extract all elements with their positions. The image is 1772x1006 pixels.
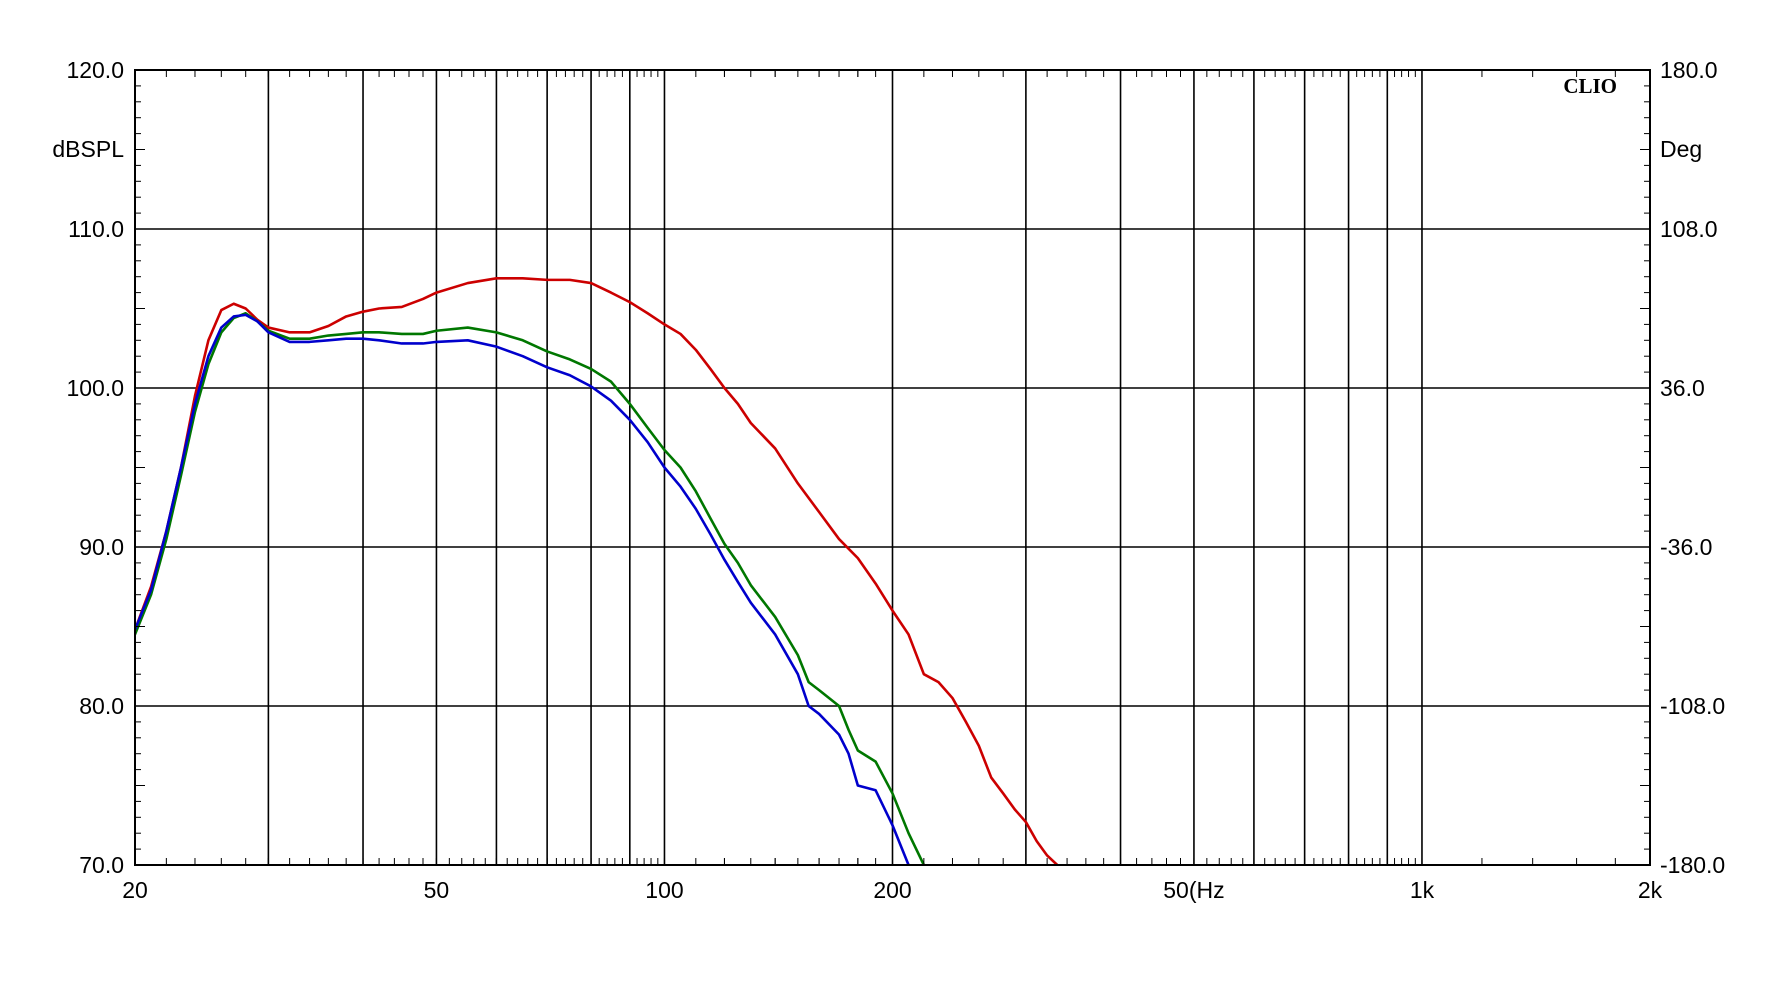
tick-layer: 70.0 80.0 90.0 100.0 110.0 120.0 -180.0 -108.0 -… [66,57,1725,903]
series-layer [135,276,1059,865]
y-tick-label: 70.0 [79,852,124,878]
y-tick-label: 80.0 [79,693,124,719]
series-line-2 [135,311,926,865]
y-axis-label: dBSPL [52,136,124,162]
y2-tick-label: 36.0 [1660,375,1705,401]
y-tick-label: 100.0 [66,375,124,401]
series-line-3 [135,313,910,865]
y2-axis-label: Deg [1660,136,1702,162]
x-tick-label: 50(Hz [1163,877,1224,903]
grid-layer [135,69,1650,866]
y-tick-label: 90.0 [79,534,124,560]
y-tick-label: 120.0 [66,57,124,83]
x-tick-label: 20 [122,877,148,903]
y2-tick-label: 108.0 [1660,216,1718,242]
y2-tick-label: -180.0 [1660,852,1725,878]
x-tick-label: 50 [424,877,450,903]
series-line-1 [135,276,1059,865]
clio-brand-label: CLIO [1563,74,1617,98]
x-tick-label: 2k [1638,877,1663,903]
y2-tick-label: -108.0 [1660,693,1725,719]
y2-tick-label: 180.0 [1660,57,1718,83]
y-tick-label: 110.0 [68,216,124,242]
y2-tick-label: -36.0 [1660,534,1712,560]
x-tick-label: 100 [645,877,683,903]
x-tick-label: 200 [873,877,911,903]
x-tick-label: 1k [1410,877,1435,903]
